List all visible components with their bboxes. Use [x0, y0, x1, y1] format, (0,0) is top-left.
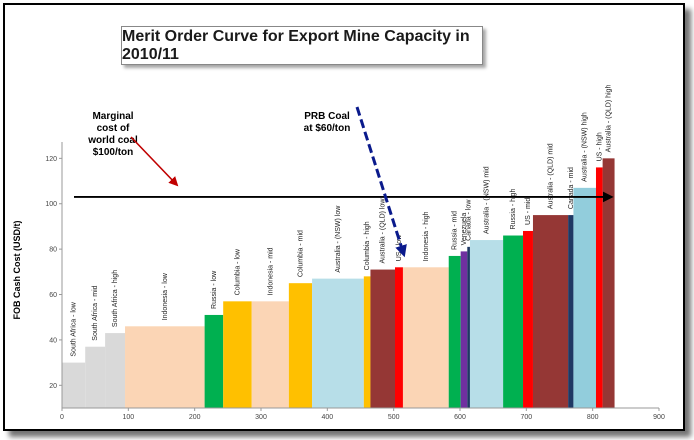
- bar-17: [503, 235, 524, 408]
- marginal-cost-annotation-line: Marginal: [92, 111, 133, 122]
- bar-19: [532, 215, 569, 408]
- bar-21: [573, 187, 596, 408]
- bar-11: [394, 267, 403, 408]
- y-tick-label: 20: [49, 383, 57, 390]
- x-tick-label: 900: [653, 414, 665, 421]
- bar-8: [312, 278, 364, 408]
- bar-label-1: South Africa - mid: [92, 285, 99, 340]
- bar-20: [568, 215, 574, 408]
- y-axis-label: FOB Cash Cost (USD/t): [12, 220, 22, 319]
- bar-10: [370, 269, 395, 408]
- x-tick-label: 200: [189, 414, 201, 421]
- y-tick-label: 40: [49, 337, 57, 344]
- bar-label-12: Indonesia - high: [423, 211, 430, 261]
- bar-label-19: Australia - (QLD) mid: [548, 143, 555, 209]
- marginal-cost-annotation-line: world coal: [87, 135, 138, 146]
- bar-14: [460, 251, 468, 408]
- bar-13: [448, 255, 461, 408]
- x-tick-label: 600: [454, 414, 466, 421]
- bar-6: [251, 301, 289, 408]
- chart-title-box: Merit Order Curve for Export Mine Capaci…: [121, 26, 483, 65]
- bar-label-4: Russia - low: [211, 270, 218, 309]
- bar-label-20: Canada - mid: [568, 167, 575, 209]
- marginal-cost-arrow: [130, 136, 179, 187]
- bar-4: [204, 314, 224, 408]
- bar-label-6: Indonesia - mid: [267, 247, 274, 295]
- bar-0: [62, 362, 86, 408]
- bar-label-0: South Africa - low: [71, 301, 78, 356]
- bar-7: [288, 283, 313, 408]
- bar-9: [363, 276, 371, 408]
- bar-label-13: Russia - mid: [452, 211, 459, 250]
- y-tick-label: 120: [45, 156, 57, 163]
- bars-group: [62, 158, 615, 408]
- bar-16: [469, 240, 504, 408]
- x-tick-label: 100: [122, 414, 134, 421]
- category-labels-group: South Africa - low South Africa - mid Sout…: [71, 85, 613, 357]
- bar-23: [602, 158, 615, 408]
- bar-label-7: Columbia - mid: [297, 230, 304, 277]
- bar-label-2: South Africa - high: [112, 270, 119, 327]
- bar-12: [402, 267, 449, 408]
- bar-label-8: Australia - (NSW) low: [335, 205, 342, 273]
- bar-label-9: Columbia - high: [364, 221, 371, 270]
- x-tick-label: 400: [321, 414, 333, 421]
- axes-group: 0 100 200 300 400 500 600 700 800 900 20 40 60 80 100 1…: [45, 142, 665, 421]
- bar-label-18: US - mid: [525, 198, 532, 225]
- prb-coal-annotation-line: at $60/ton: [304, 123, 351, 134]
- bar-label-23: Australia - (QLD) high: [606, 85, 613, 153]
- bar-label-10: Australia - (QLD) low: [380, 198, 387, 264]
- y-tick-label: 60: [49, 292, 57, 299]
- bar-label-15: Canada - low: [466, 199, 473, 241]
- bar-2: [105, 333, 126, 408]
- x-tick-label: 300: [255, 414, 267, 421]
- bar-18: [523, 230, 533, 408]
- bar-label-16: Australia - (NSW) mid: [484, 166, 491, 234]
- bar-1: [85, 346, 106, 408]
- bar-label-14: Venezuela: [461, 213, 468, 246]
- x-tick-label: 800: [587, 414, 599, 421]
- bar-5: [223, 301, 252, 408]
- y-tick-label: 100: [45, 201, 57, 208]
- prb-coal-annotation-line: PRB Coal: [304, 111, 350, 122]
- x-tick-label: 500: [388, 414, 400, 421]
- bar-15: [467, 246, 470, 408]
- bar-label-5: Columbia - low: [234, 248, 241, 295]
- bar-3: [125, 326, 205, 408]
- bar-label-21: Australia - (NSW) high: [582, 112, 589, 182]
- bar-22: [595, 167, 603, 408]
- bar-label-22: US - high: [596, 132, 603, 161]
- x-tick-label: 700: [520, 414, 532, 421]
- bar-label-3: Indonesia - low: [162, 272, 169, 320]
- bar-label-17: Russia - high: [510, 189, 517, 230]
- marginal-cost-annotation-line: $100/ton: [93, 147, 134, 158]
- marginal-cost-annotation-line: cost of: [97, 123, 130, 134]
- chart-title: Merit Order Curve for Export Mine Capaci…: [122, 27, 470, 63]
- y-tick-label: 80: [49, 247, 57, 254]
- x-tick-label: 0: [60, 414, 64, 421]
